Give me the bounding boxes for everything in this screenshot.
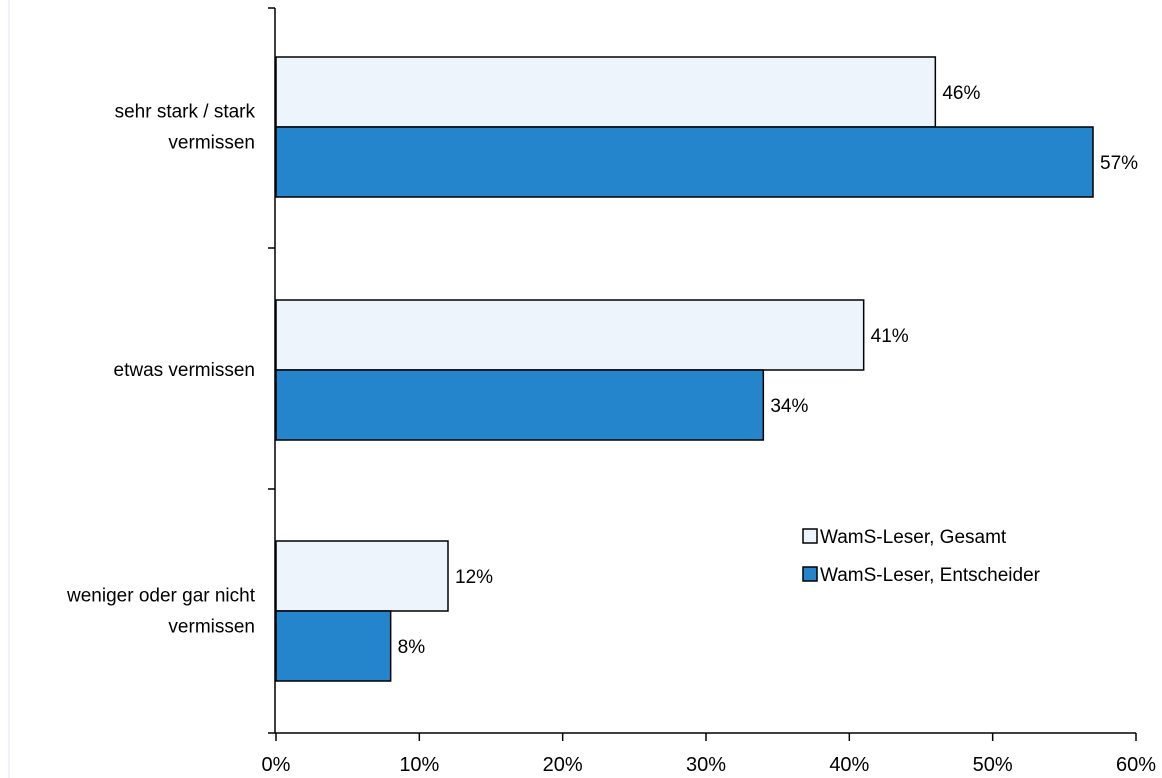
left-border-line — [8, 0, 10, 778]
data-label: 12% — [455, 567, 493, 588]
bar-entscheider — [275, 610, 392, 682]
x-tick-label: 30% — [686, 754, 726, 776]
x-tick-label: 0% — [262, 754, 291, 776]
data-label: 41% — [871, 326, 909, 347]
x-tick-label: 50% — [973, 754, 1013, 776]
category-label: sehr stark / stark — [115, 102, 256, 123]
legend-label: WamS-Leser, Entscheider — [820, 565, 1041, 586]
bar-gesamt — [275, 299, 865, 371]
category-label: vermissen — [168, 133, 255, 154]
data-label: 34% — [770, 396, 808, 417]
legend-swatch — [802, 566, 818, 582]
bar-entscheider — [275, 126, 1094, 198]
category-label: vermissen — [168, 617, 255, 638]
category-label: etwas vermissen — [114, 360, 256, 381]
data-label: 46% — [942, 83, 980, 104]
x-tick-label: 60% — [1116, 754, 1156, 776]
bar-gesamt — [275, 540, 449, 612]
legend-swatch — [802, 528, 818, 544]
x-tick-label: 20% — [543, 754, 583, 776]
data-label: 8% — [398, 637, 426, 658]
x-tick-label: 10% — [399, 754, 439, 776]
bar-gesamt — [275, 56, 937, 128]
bar-entscheider — [275, 369, 765, 441]
category-label: weniger oder gar nicht — [66, 586, 256, 607]
legend-label: WamS-Leser, Gesamt — [820, 527, 1007, 548]
data-label: 57% — [1100, 153, 1138, 174]
x-tick-label: 40% — [829, 754, 869, 776]
